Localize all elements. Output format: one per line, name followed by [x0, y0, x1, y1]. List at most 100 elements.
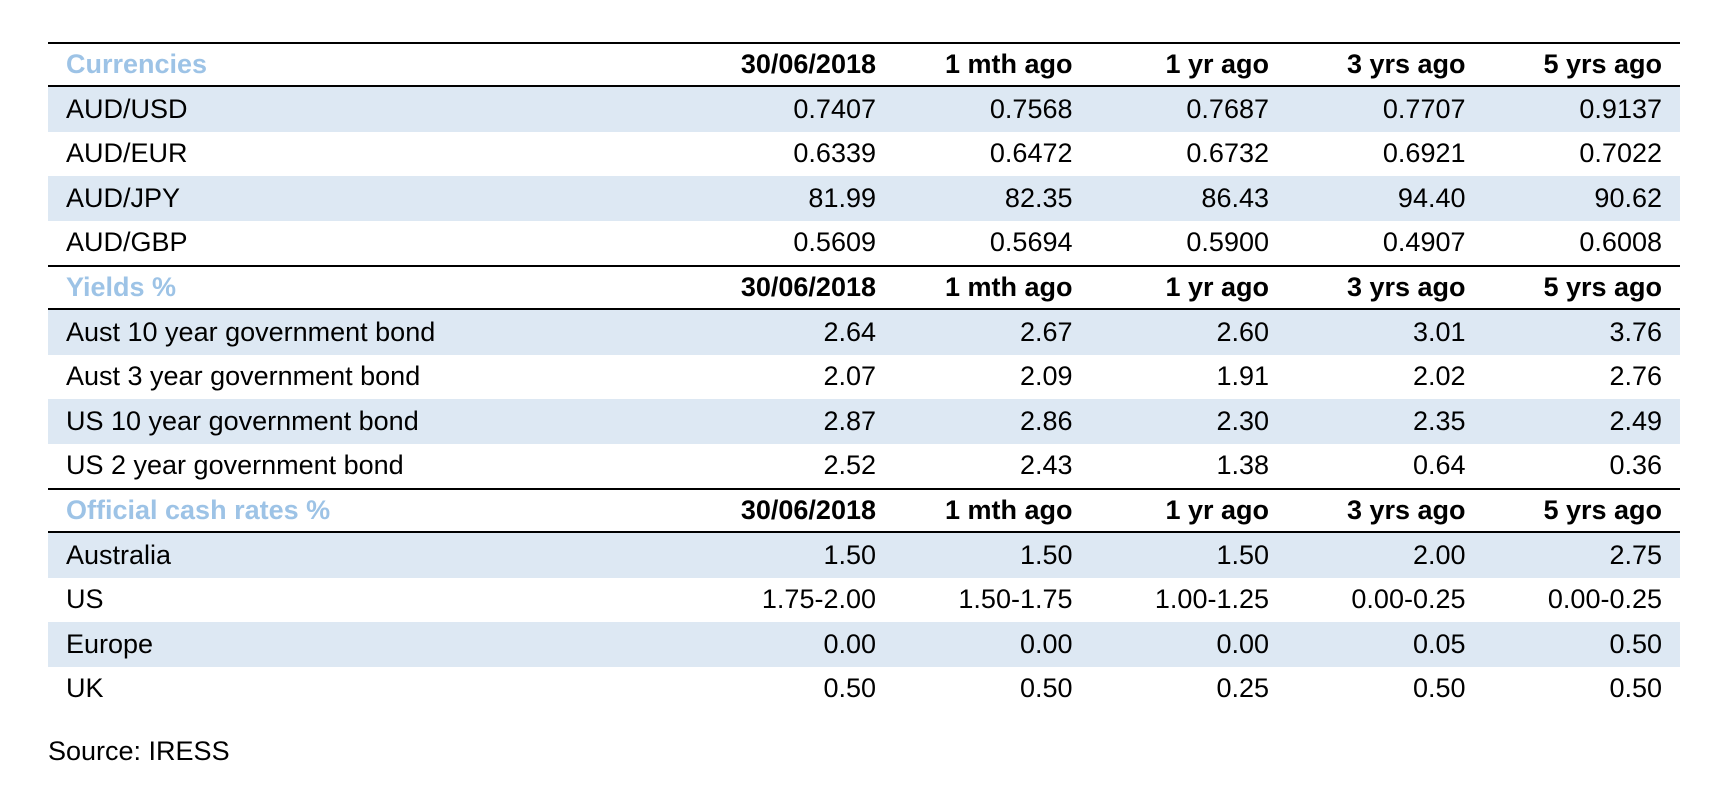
table-cell: 82.35 — [1004, 182, 1073, 213]
section-currencies: Currencies 30/06/2018 1 mth ago 1 yr ago… — [48, 42, 1680, 265]
table-cell: 1.50 — [1216, 539, 1269, 570]
column-header: 3 yrs ago — [1346, 272, 1466, 302]
row-label: US 2 year government bond — [66, 450, 404, 481]
table-cell: 3.01 — [1412, 316, 1466, 347]
table-cell: 2.30 — [1216, 405, 1269, 436]
table-cell: 2.64 — [823, 316, 876, 347]
row-label: AUD/JPY — [66, 182, 181, 213]
table-row: Europe 0.00 0.00 0.00 0.05 0.50 — [48, 622, 1680, 667]
table-row: US 10 year government bond 2.87 2.86 2.3… — [48, 399, 1680, 444]
section-title: Official cash rates % — [66, 495, 331, 525]
table-cell: 0.00 — [823, 628, 876, 659]
table-cell: 0.5609 — [793, 227, 876, 258]
table-cell: 1.00-1.25 — [1154, 584, 1269, 615]
column-header: 3 yrs ago — [1346, 495, 1466, 525]
row-label: Aust 10 year government bond — [66, 316, 436, 347]
row-label: US 10 year government bond — [66, 405, 419, 436]
table-cell: 1.50 — [823, 539, 876, 570]
rates-table: Currencies 30/06/2018 1 mth ago 1 yr ago… — [48, 42, 1680, 711]
table-cell: 2.49 — [1609, 405, 1662, 436]
table-cell: 2.60 — [1216, 316, 1269, 347]
table-cell: 94.40 — [1397, 182, 1466, 213]
column-header: 5 yrs ago — [1543, 495, 1662, 525]
row-label: Australia — [66, 539, 172, 570]
table-row: AUD/USD 0.7407 0.7568 0.7687 0.7707 0.91… — [48, 87, 1680, 132]
table-cell: 1.50-1.75 — [958, 584, 1073, 615]
section-header-row: Yields % 30/06/2018 1 mth ago 1 yr ago 3… — [48, 265, 1680, 310]
column-header: 5 yrs ago — [1543, 272, 1662, 302]
table-cell: 0.5900 — [1186, 227, 1269, 258]
row-label: Aust 3 year government bond — [66, 361, 421, 392]
table-cell: 86.43 — [1201, 182, 1269, 213]
row-label: UK — [66, 673, 104, 704]
table-cell: 2.52 — [823, 450, 876, 481]
table-cell: 2.86 — [1019, 405, 1073, 436]
table-cell: 0.6732 — [1186, 138, 1269, 169]
column-header: 1 yr ago — [1165, 272, 1269, 302]
table-cell: 3.76 — [1609, 316, 1662, 347]
table-row: AUD/JPY 81.99 82.35 86.43 94.40 90.62 — [48, 176, 1680, 221]
table-cell: 2.67 — [1019, 316, 1073, 347]
table-cell: 1.50 — [1019, 539, 1073, 570]
table-row: Aust 3 year government bond 2.07 2.09 1.… — [48, 355, 1680, 400]
table-cell: 0.64 — [1412, 450, 1466, 481]
column-header: 30/06/2018 — [740, 495, 876, 525]
column-header: 30/06/2018 — [740, 49, 876, 79]
table-cell: 2.76 — [1609, 361, 1662, 392]
table-cell: 0.00-0.25 — [1351, 584, 1466, 615]
column-header: 30/06/2018 — [740, 272, 876, 302]
table-cell: 0.9137 — [1579, 93, 1662, 124]
section-title: Yields % — [66, 272, 177, 302]
table-cell: 0.6472 — [989, 138, 1073, 169]
table-cell: 0.05 — [1412, 628, 1466, 659]
row-label: US — [66, 584, 104, 615]
table-row: UK 0.50 0.50 0.25 0.50 0.50 — [48, 667, 1680, 712]
column-header: 5 yrs ago — [1543, 49, 1662, 79]
table-row: AUD/EUR 0.6339 0.6472 0.6732 0.6921 0.70… — [48, 132, 1680, 177]
table-cell: 0.25 — [1216, 673, 1269, 704]
column-header: 1 mth ago — [944, 272, 1073, 302]
table-cell: 1.38 — [1216, 450, 1269, 481]
table-cell: 2.35 — [1412, 405, 1466, 436]
section-header-row: Currencies 30/06/2018 1 mth ago 1 yr ago… — [48, 42, 1680, 87]
table-cell: 81.99 — [808, 182, 876, 213]
section-title: Currencies — [66, 49, 208, 79]
table-cell: 0.7022 — [1579, 138, 1662, 169]
column-header: 1 yr ago — [1165, 49, 1269, 79]
table-cell: 2.00 — [1412, 539, 1466, 570]
table-cell: 0.50 — [823, 673, 876, 704]
table-cell: 0.6008 — [1579, 227, 1662, 258]
table-cell: 0.7687 — [1186, 93, 1269, 124]
section-official-cash-rates: Official cash rates % 30/06/2018 1 mth a… — [48, 488, 1680, 711]
table-row: Aust 10 year government bond 2.64 2.67 2… — [48, 310, 1680, 355]
column-header: 1 mth ago — [944, 495, 1073, 525]
table-cell: 1.91 — [1216, 361, 1269, 392]
table-cell: 0.36 — [1609, 450, 1662, 481]
table-cell: 90.62 — [1594, 182, 1662, 213]
table-cell: 0.50 — [1609, 628, 1662, 659]
table-row: Australia 1.50 1.50 1.50 2.00 2.75 — [48, 533, 1680, 578]
table-cell: 0.50 — [1609, 673, 1662, 704]
table-cell: 0.4907 — [1382, 227, 1466, 258]
table-cell: 2.09 — [1019, 361, 1073, 392]
table-cell: 0.7407 — [793, 93, 876, 124]
table-cell: 0.6921 — [1382, 138, 1466, 169]
table-cell: 1.75-2.00 — [761, 584, 876, 615]
table-row: AUD/GBP 0.5609 0.5694 0.5900 0.4907 0.60… — [48, 221, 1680, 266]
row-label: Europe — [66, 628, 154, 659]
section-header-row: Official cash rates % 30/06/2018 1 mth a… — [48, 488, 1680, 533]
table-cell: 0.7568 — [989, 93, 1073, 124]
table-cell: 2.75 — [1609, 539, 1662, 570]
column-header: 3 yrs ago — [1346, 49, 1466, 79]
table-cell: 0.6339 — [793, 138, 876, 169]
table-cell: 2.87 — [823, 405, 876, 436]
table-cell: 0.50 — [1412, 673, 1466, 704]
table-cell: 0.5694 — [989, 227, 1073, 258]
table-cell: 2.43 — [1019, 450, 1073, 481]
table-cell: 0.00-0.25 — [1547, 584, 1662, 615]
table-cell: 0.00 — [1019, 628, 1073, 659]
column-header: 1 mth ago — [944, 49, 1073, 79]
table-cell: 0.50 — [1019, 673, 1073, 704]
table-cell: 2.07 — [823, 361, 876, 392]
row-label: AUD/EUR — [66, 138, 188, 169]
